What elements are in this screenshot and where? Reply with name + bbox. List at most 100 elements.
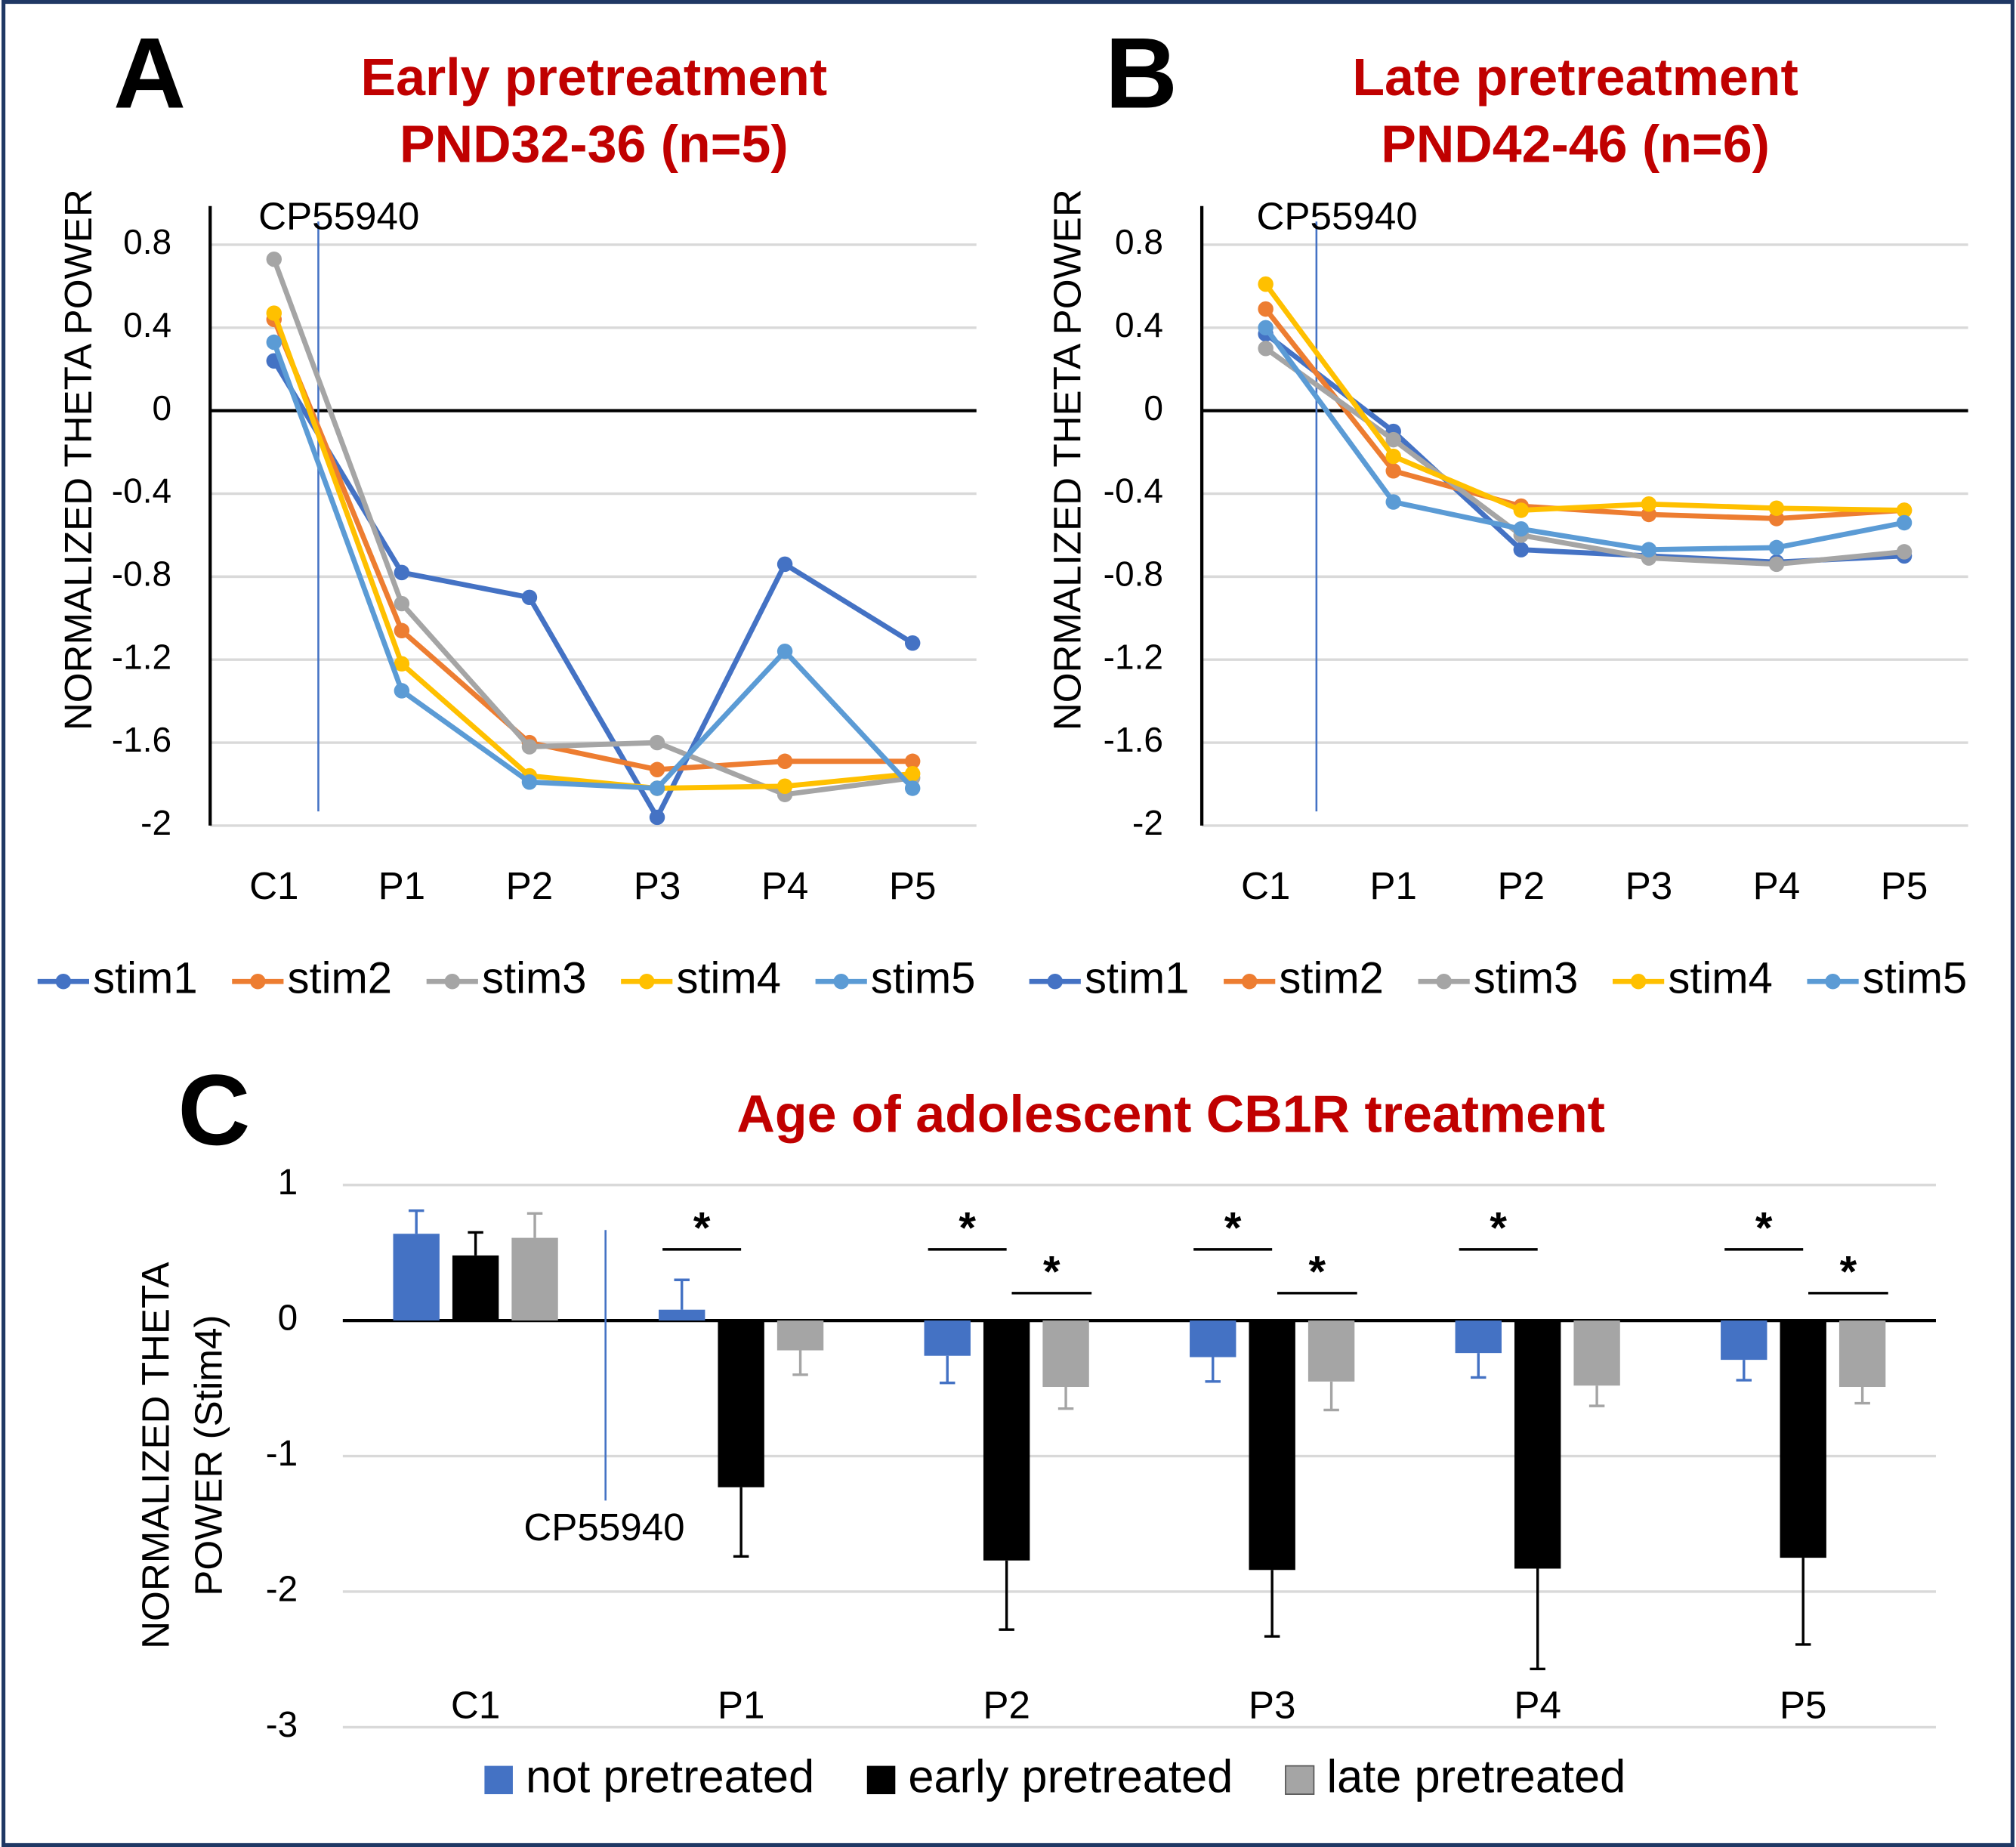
- error-bar: [1854, 1387, 1870, 1405]
- y-axis-label: NORMALIZED THETA: [134, 1262, 178, 1649]
- data-point: [1385, 431, 1401, 448]
- legend-swatch: [866, 1765, 896, 1795]
- chart-subtitle: PND32-36 (n=5): [400, 115, 789, 174]
- series-line: [1263, 283, 1905, 513]
- legend-label: stim4: [676, 955, 780, 1003]
- bar: [452, 1255, 499, 1321]
- data-point: [776, 753, 793, 770]
- legend-label: stim1: [1085, 955, 1190, 1003]
- bar: [983, 1320, 1030, 1561]
- legend-label: stim2: [288, 955, 393, 1003]
- legend-marker: [444, 973, 461, 990]
- error-bar: [1264, 1570, 1280, 1638]
- bar: [1838, 1320, 1886, 1388]
- series-line: [271, 318, 913, 773]
- error-bar: [939, 1355, 956, 1385]
- y-tick-label: -2: [266, 1570, 298, 1610]
- data-point: [521, 774, 538, 790]
- bar: [776, 1320, 824, 1351]
- error-bar: [1471, 1353, 1487, 1379]
- y-tick-label: -1.2: [112, 637, 171, 676]
- data-point: [649, 809, 665, 826]
- y-tick-label: -1: [266, 1434, 298, 1474]
- legend-marker: [1436, 973, 1452, 990]
- x-tick-label: P4: [1753, 864, 1801, 907]
- error-bar: [674, 1278, 690, 1310]
- error-bar: [408, 1209, 425, 1234]
- y-tick-label: -1.2: [1104, 637, 1163, 676]
- legend-label: stim1: [93, 955, 198, 1003]
- x-tick-label: P4: [1514, 1683, 1561, 1726]
- y-tick-label: 0.4: [1115, 305, 1163, 344]
- data-point: [1258, 301, 1274, 317]
- significance-label: *: [1755, 1204, 1773, 1252]
- bar: [718, 1320, 764, 1487]
- y-tick-label: 0.8: [1115, 222, 1163, 261]
- legend-marker: [833, 973, 849, 990]
- data-point: [1513, 542, 1530, 557]
- bar: [924, 1320, 971, 1356]
- error-bar: [1530, 1568, 1545, 1670]
- data-point: [1258, 341, 1274, 357]
- y-tick-label: 0: [278, 1299, 298, 1339]
- data-point: [1896, 514, 1913, 531]
- annotation: CP55940: [1257, 194, 1418, 237]
- error-bar: [999, 1560, 1014, 1631]
- panel-label: A: [113, 18, 186, 130]
- error-bar: [733, 1487, 749, 1558]
- data-point: [394, 656, 410, 672]
- panel-label: B: [1105, 18, 1178, 130]
- error-bar: [468, 1231, 483, 1256]
- legend-label: stim2: [1279, 955, 1384, 1003]
- data-point: [266, 251, 282, 267]
- legend-label: stim3: [1474, 955, 1579, 1003]
- chart-subtitle: PND42-46 (n=6): [1381, 115, 1770, 174]
- legend-label: stim5: [871, 955, 975, 1003]
- y-tick-label: -2: [1132, 803, 1163, 842]
- data-point: [649, 761, 665, 777]
- legend-marker: [1630, 973, 1647, 990]
- data-point: [266, 305, 282, 321]
- y-tick-label: -3: [266, 1705, 298, 1745]
- legend-label: early pretreated: [908, 1751, 1233, 1803]
- legend-label: not pretreated: [526, 1751, 814, 1803]
- x-tick-label: C1: [249, 864, 298, 907]
- bar: [1514, 1320, 1561, 1569]
- bar: [1307, 1320, 1355, 1382]
- x-tick-label: P1: [718, 1683, 765, 1726]
- legend-swatch: [484, 1765, 513, 1795]
- y-tick-label: 0: [152, 388, 171, 428]
- x-tick-label: P5: [1780, 1683, 1827, 1726]
- data-point: [1385, 463, 1401, 479]
- y-tick-label: -0.4: [112, 471, 171, 511]
- x-tick-label: P3: [1249, 1683, 1296, 1726]
- legend-label: stim4: [1668, 955, 1773, 1003]
- bar: [1249, 1320, 1295, 1571]
- bar: [393, 1234, 440, 1321]
- chart-title: Late pretreatment: [1352, 48, 1798, 107]
- significance-label: *: [693, 1204, 711, 1252]
- legend-marker: [1825, 973, 1841, 990]
- error-bar: [526, 1212, 543, 1238]
- x-tick-label: P1: [1369, 864, 1417, 907]
- data-point: [649, 780, 665, 796]
- error-bar: [1795, 1558, 1811, 1646]
- significance-label: *: [1840, 1248, 1857, 1296]
- bar: [511, 1237, 558, 1321]
- data-point: [1768, 500, 1785, 516]
- series-line: [1263, 307, 1905, 521]
- data-point: [521, 739, 538, 755]
- significance-label: *: [1490, 1204, 1507, 1252]
- legend-marker: [639, 973, 655, 990]
- x-tick-label: C1: [451, 1683, 500, 1726]
- series-line: [271, 341, 915, 791]
- data-point: [1641, 542, 1657, 557]
- data-point: [904, 753, 921, 770]
- chart-title: Early pretreatment: [361, 48, 828, 107]
- x-tick-label: P3: [1625, 864, 1673, 907]
- bar: [1721, 1320, 1767, 1361]
- data-point: [1768, 539, 1785, 556]
- data-point: [1513, 520, 1530, 537]
